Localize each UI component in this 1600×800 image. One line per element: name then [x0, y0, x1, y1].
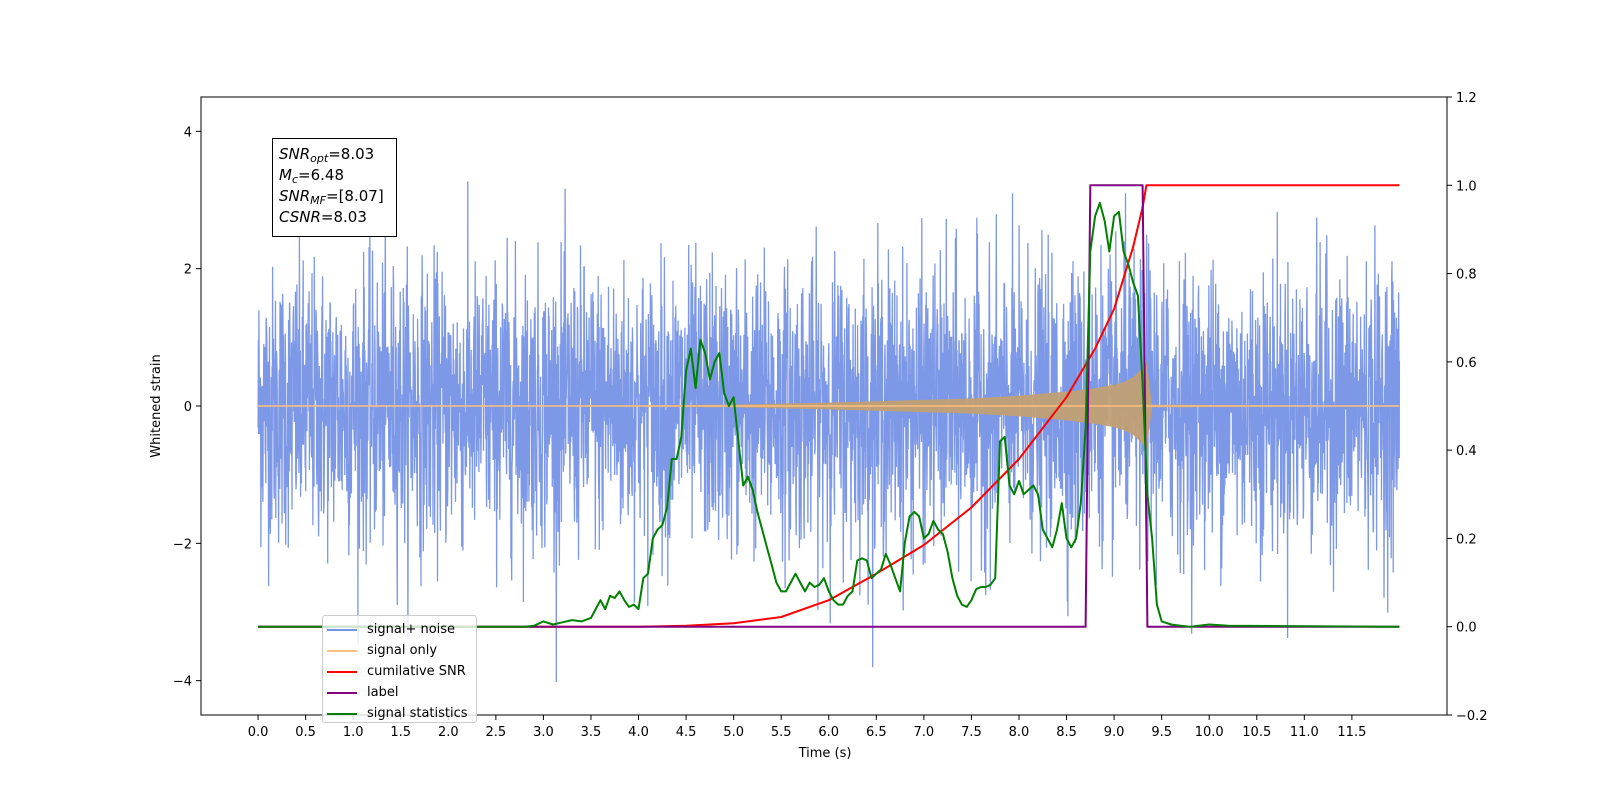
annotation-snr-opt: SNRopt=8.03: [279, 145, 375, 165]
legend-label: signal+ noise: [367, 622, 456, 637]
x-tick-label: 2.5: [486, 725, 507, 740]
x-tick-label: 11.5: [1337, 725, 1366, 740]
annotation-mc: Mc=6.48: [279, 166, 344, 186]
x-tick-label: 9.0: [1104, 725, 1125, 740]
x-tick-label: 1.5: [390, 725, 411, 740]
legend-swatch: [327, 691, 357, 694]
legend-label: cumilative SNR: [367, 664, 466, 679]
x-tick-label: 10.0: [1195, 725, 1224, 740]
x-tick-label: 0.0: [248, 725, 269, 740]
overlay-series: [258, 184, 1400, 628]
x-tick-label: 8.0: [1009, 725, 1030, 740]
legend-label: signal only: [367, 643, 438, 658]
legend-item-signal-only: signal only: [323, 640, 476, 661]
y-left-tick-label: 2: [184, 263, 192, 278]
y-right-tick-label: 0.4: [1456, 444, 1477, 459]
x-tick-label: 7.5: [961, 725, 982, 740]
legend-item-cumulative-snr: cumilative SNR: [323, 661, 476, 682]
x-tick-label: 6.0: [818, 725, 839, 740]
snr-opt-value: 8.03: [340, 145, 375, 163]
legend-item-signal-statistics: signal statistics: [323, 703, 476, 724]
snr-annotation-box: SNRopt=8.03 Mc=6.48 SNRMF=[8.07] CSNR=8.…: [272, 138, 397, 237]
x-tick-label: 4.0: [628, 725, 649, 740]
axes: 0.0 0.5 1.0 1.5 2.0 2.5 3.0 3.5 4.0 4.5 5.0 5.5 6.0 6…: [173, 91, 1488, 740]
signal-statistics-line: [258, 201, 1400, 628]
y-left-tick-label: 4: [184, 125, 192, 140]
x-tick-label: 10.5: [1242, 725, 1271, 740]
legend-label: label: [367, 685, 399, 700]
y-right-tick-label: −0.2: [1456, 709, 1488, 724]
mc-value: 6.48: [310, 166, 344, 184]
x-tick-label: 6.5: [866, 725, 887, 740]
x-tick-label: 8.5: [1056, 725, 1077, 740]
y-right-tick-label: 0.6: [1456, 356, 1477, 371]
y-right-tick-label: 1.2: [1456, 91, 1477, 106]
legend-swatch: [327, 712, 357, 715]
x-tick-label: 0.5: [295, 725, 316, 740]
y-right-tick-label: 1.0: [1456, 179, 1477, 194]
legend-item-label: label: [323, 682, 476, 703]
annotation-snr-mf: SNRMF=[8.07]: [279, 187, 384, 207]
y-axis-title: Whitened strain: [149, 354, 164, 457]
x-tick-label: 9.5: [1151, 725, 1172, 740]
x-tick-label: 4.5: [676, 725, 697, 740]
csnr-value: 8.03: [333, 208, 367, 226]
x-tick-label: 7.0: [914, 725, 935, 740]
annotation-csnr: CSNR=8.03: [279, 208, 367, 226]
x-tick-label: 11.0: [1290, 725, 1319, 740]
signal-noise-line: [257, 181, 1401, 683]
legend-label: signal statistics: [367, 706, 468, 721]
y-right-tick-label: 0.8: [1456, 268, 1477, 283]
x-tick-label: 3.0: [533, 725, 554, 740]
x-tick-label: 3.5: [581, 725, 602, 740]
legend-swatch: [327, 670, 357, 673]
y-left-tick-label: 0: [184, 400, 192, 415]
x-tick-label: 5.5: [771, 725, 792, 740]
legend: signal+ noise signal only cumilative SNR…: [322, 615, 477, 723]
x-tick-label: 2.0: [438, 725, 459, 740]
x-tick-label: 5.0: [723, 725, 744, 740]
legend-swatch: [327, 649, 357, 652]
legend-item-signal-noise: signal+ noise: [323, 619, 476, 640]
y-right-tick-label: 0.2: [1456, 532, 1477, 547]
y-left-tick-label: −2: [173, 537, 192, 552]
x-tick-label: 1.0: [343, 725, 364, 740]
y-right-tick-label: 0.0: [1456, 621, 1477, 636]
y-left-tick-label: −4: [173, 675, 192, 690]
legend-swatch: [327, 628, 357, 631]
signal-only-series: [258, 361, 1400, 451]
x-axis-title: Time (s): [798, 746, 852, 761]
snr-mf-value: [8.07]: [338, 187, 384, 205]
signal-noise-series: [257, 181, 1401, 683]
